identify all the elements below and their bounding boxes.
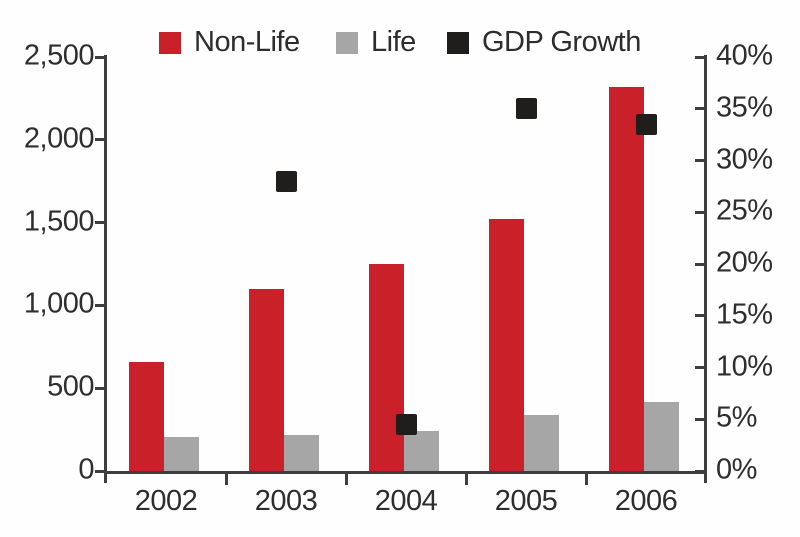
right-axis-line [704,55,707,483]
right-axis-tick-label: 20% [716,246,773,279]
right-axis-tick-label: 5% [716,401,757,434]
left-axis-tick-label: 1,000 [23,287,95,320]
right-axis-tick-label: 40% [716,39,773,72]
right-axis-tick [695,469,705,473]
x-axis-category-label: 2006 [614,485,678,517]
legend-item-non-life: Non-Life [159,28,300,57]
right-axis-tick-label: 35% [716,91,773,124]
legend-label-life: Life [371,26,416,58]
gdp-growth-marker-2003 [275,170,297,192]
gdp-growth-swatch-icon [447,31,469,54]
x-axis-category-label: 2002 [134,485,198,517]
right-axis-tick [695,262,705,266]
gdp-growth-marker-2004 [395,413,417,435]
bar-non-life-2002 [129,361,164,471]
right-axis-tick-label: 30% [716,143,773,175]
left-axis-tick-label: 2,500 [23,39,95,72]
x-axis-line [104,471,707,474]
left-axis-tick-label: 1,500 [23,205,95,238]
left-axis-line [104,55,107,483]
right-axis-tick [695,314,705,318]
bar-life-2005 [524,414,559,471]
right-axis-tick [695,366,705,369]
legend-item-gdp-growth: GDP Growth [447,28,641,57]
gdp-growth-marker-2006 [635,113,657,135]
x-axis-category-label: 2005 [494,485,558,517]
right-axis-tick [695,159,705,162]
left-axis-tick-label: 0 [78,453,94,486]
non-life-swatch-icon [159,31,181,54]
left-axis-tick-label: 500 [47,370,94,403]
right-axis-tick-label: 0% [716,453,757,486]
legend-label-gdp-growth: GDP Growth [482,26,641,58]
bar-life-2004 [404,431,439,471]
right-axis-tick [695,55,705,59]
right-axis-tick-label: 25% [716,194,773,227]
left-axis-tick [95,138,105,142]
gdp-growth-marker-2005 [515,98,537,120]
left-axis-tick-label: 2,000 [23,122,95,155]
right-axis-tick [695,417,705,421]
left-axis-tick [95,221,105,225]
x-axis-tick [224,471,228,485]
left-axis-tick [95,469,105,473]
bar-non-life-2003 [249,288,284,471]
bar-life-2003 [284,435,319,471]
x-axis-category-label: 2003 [254,485,318,517]
left-axis-tick [95,303,105,307]
legend-label-non-life: Non-Life [194,26,300,58]
bar-life-2006 [644,402,679,471]
x-axis-tick [584,471,588,485]
right-axis-tick-label: 10% [716,350,773,382]
plot-area [106,57,706,471]
bar-non-life-2005 [489,219,524,471]
x-axis-tick [464,471,468,485]
left-axis-tick [95,386,105,390]
life-swatch-icon [336,31,358,54]
x-axis-tick [344,471,348,485]
bar-life-2002 [164,437,199,471]
x-axis-category-label: 2004 [374,485,438,517]
bar-non-life-2004 [369,264,404,471]
left-axis-tick [95,55,105,59]
right-axis-tick [695,107,705,111]
legend-item-life: Life [336,28,416,57]
right-axis-tick [695,210,705,214]
right-axis-tick-label: 15% [716,298,773,331]
bar-non-life-2006 [609,86,644,471]
